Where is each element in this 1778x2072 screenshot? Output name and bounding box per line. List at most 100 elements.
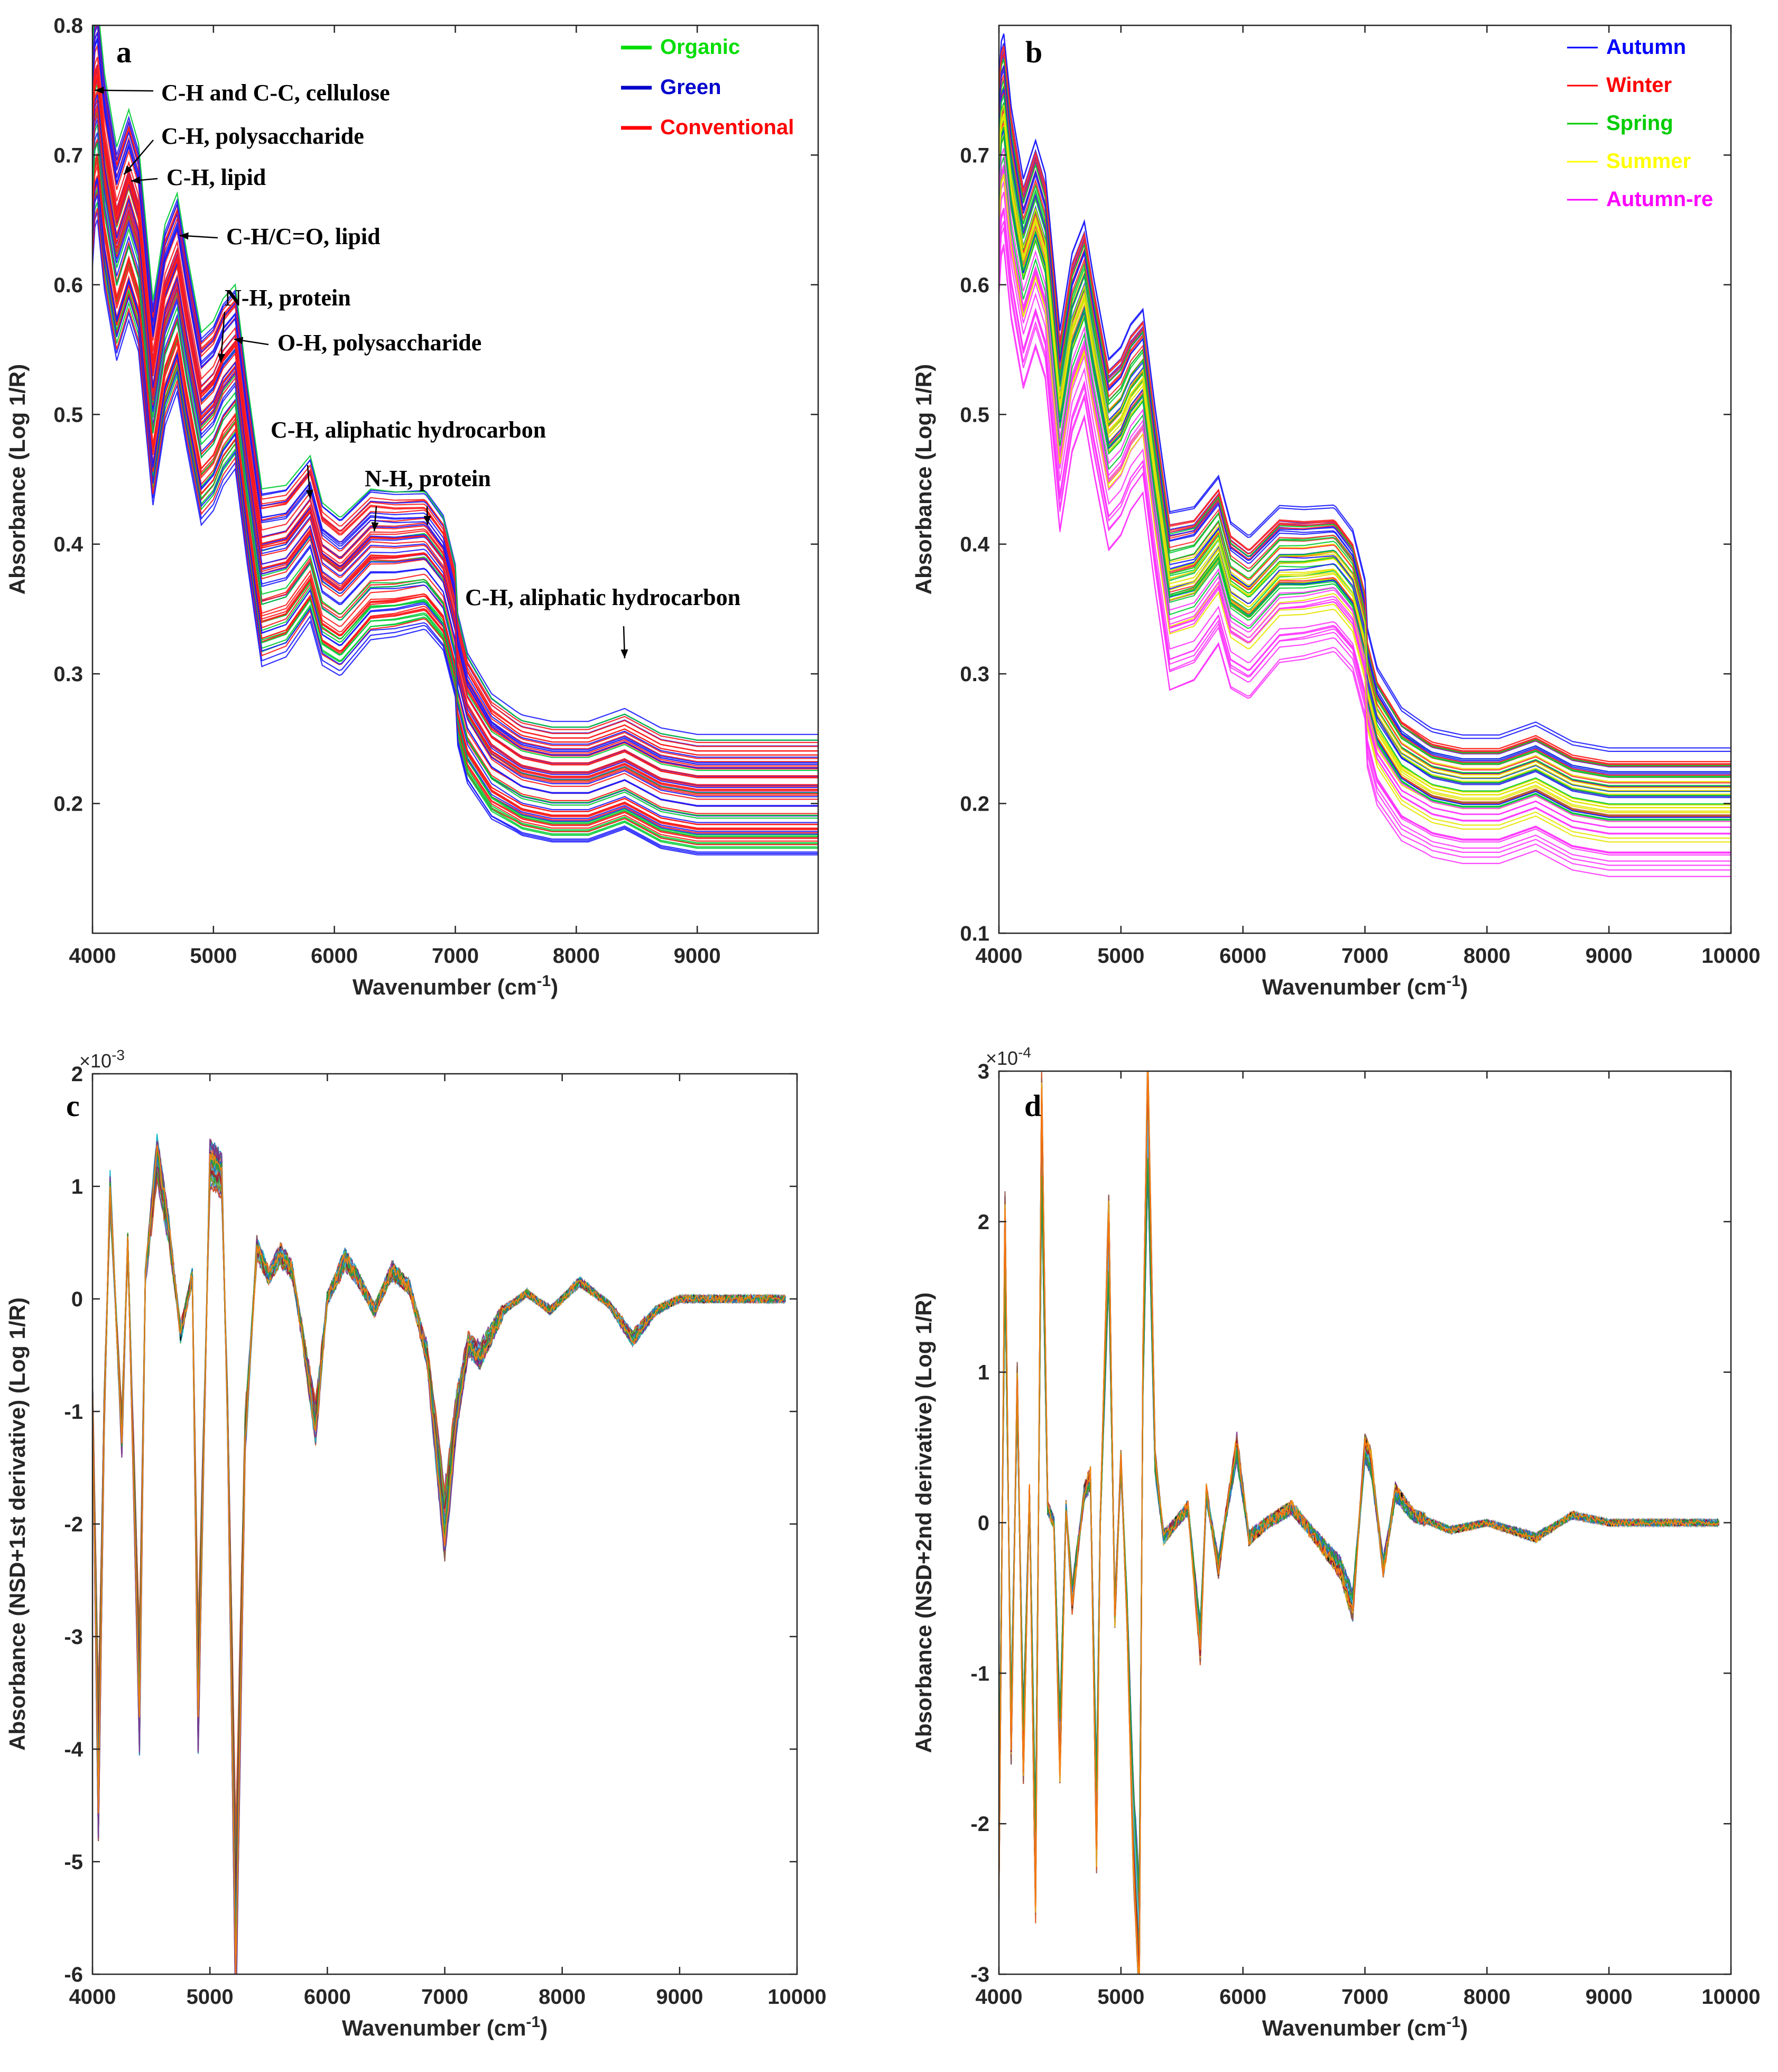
annotation-arrowhead bbox=[179, 232, 189, 240]
annotation-arrowhead bbox=[621, 649, 628, 658]
spectrum-line bbox=[92, 1145, 786, 1974]
legend-entry: Summer bbox=[1606, 150, 1691, 173]
annotations: C-H and C-C, cellulose C-H, polysaccharid… bbox=[95, 80, 740, 658]
x-tick-label: 10000 bbox=[767, 1985, 826, 2009]
annotation-arrowhead bbox=[423, 516, 431, 525]
annotation-label: C-H, aliphatic hydrocarbon bbox=[465, 584, 740, 610]
spectrum-line bbox=[999, 211, 1731, 862]
x-tick-label: 7000 bbox=[432, 944, 479, 968]
legend-entry: Autumn bbox=[1606, 35, 1686, 59]
spectrum-line bbox=[999, 168, 1731, 835]
annotation-label: C-H, polysaccharide bbox=[161, 123, 364, 149]
legend-entry: Green bbox=[660, 76, 721, 99]
y-tick-label: -1 bbox=[970, 1662, 989, 1685]
y-tick-label: -4 bbox=[64, 1738, 83, 1761]
y-tick-label: 0.4 bbox=[960, 533, 989, 556]
annotation-label: N-H, protein bbox=[365, 466, 491, 491]
x-tick-label: 4000 bbox=[69, 944, 116, 968]
y-tick-label: 3 bbox=[978, 1060, 989, 1083]
y-tick-label: -5 bbox=[64, 1851, 83, 1874]
spectrum-line bbox=[92, 208, 818, 845]
annotation-arrowhead bbox=[371, 522, 379, 532]
series-group bbox=[92, 1133, 786, 1974]
spectrum-line bbox=[92, 25, 818, 735]
y-axis-label: Absorbance (Log 1/R) bbox=[911, 364, 936, 594]
spectrum-line bbox=[92, 38, 818, 769]
x-tick-label: 5000 bbox=[187, 1985, 234, 2009]
panel-d: 4000 5000 6000 7000 8000 9000 10000 -3 -2 -1 0 1 2 3×… bbox=[911, 1044, 1761, 2040]
x-tick-label: 6000 bbox=[304, 1985, 351, 2009]
y-tick-label: 0.6 bbox=[53, 274, 83, 297]
series-group bbox=[92, 25, 818, 856]
x-tick-label: 9000 bbox=[1586, 944, 1633, 968]
x-tick-label: 9000 bbox=[674, 944, 721, 968]
y-tick-label: 2 bbox=[71, 1063, 83, 1086]
y-tick-label: 0.3 bbox=[960, 663, 989, 686]
annotation-label: O-H, polysaccharide bbox=[277, 330, 481, 356]
y-tick-label: 0.5 bbox=[960, 403, 989, 426]
x-tick-label: 5000 bbox=[1097, 944, 1144, 968]
series-group bbox=[999, 33, 1731, 877]
panel-b: 4000 5000 6000 7000 8000 9000 10000 0.1 0.2 0.3 0.… bbox=[911, 24, 1761, 999]
y-axis-label: Absorbance (NSD+2nd derivative) (Log 1/R… bbox=[911, 1293, 936, 1753]
spectrum-line bbox=[999, 1071, 1719, 1974]
y-tick-label: 0 bbox=[978, 1512, 989, 1535]
spectrum-line bbox=[92, 188, 818, 843]
x-tick-label: 8000 bbox=[1464, 944, 1511, 968]
panel-letter: d bbox=[1024, 1089, 1041, 1123]
x-tick-label: 9000 bbox=[656, 1985, 703, 2009]
annotation-arrowhead bbox=[131, 176, 141, 184]
x-tick-label: 8000 bbox=[553, 944, 600, 968]
y-tick-label: -2 bbox=[970, 1813, 989, 1836]
x-tick-label: 9000 bbox=[1586, 1985, 1633, 2009]
legend-entry: Conventional bbox=[660, 116, 794, 139]
spectrum-line bbox=[92, 32, 818, 765]
x-tick-label: 6000 bbox=[1219, 944, 1266, 968]
legend-entry: Spring bbox=[1606, 112, 1673, 135]
spectrum-line bbox=[999, 220, 1731, 866]
legend-entry: Organic bbox=[660, 35, 740, 59]
y-tick-label: 1 bbox=[978, 1361, 989, 1385]
legend: Autumn Winter Spring Summer Autumn-re bbox=[1567, 35, 1713, 211]
x-tick-label: 4000 bbox=[976, 944, 1023, 968]
y-tick-label: -6 bbox=[64, 1963, 83, 1986]
y-tick-label: 0.2 bbox=[53, 793, 83, 816]
x-tick-label: 10000 bbox=[1701, 944, 1760, 968]
x-tick-label: 7000 bbox=[421, 1985, 468, 2009]
y-tick-label: 0.5 bbox=[53, 403, 83, 426]
annotation-arrowhead bbox=[217, 354, 225, 363]
y-axis-label: Absorbance (NSD+1st derivative) (Log 1/R… bbox=[5, 1297, 30, 1751]
y-tick-label: -3 bbox=[970, 1963, 989, 1986]
legend-entry: Winter bbox=[1606, 73, 1672, 97]
x-tick-label: 6000 bbox=[311, 944, 358, 968]
x-tick-label: 5000 bbox=[190, 944, 237, 968]
spectrum-line bbox=[999, 33, 1731, 749]
panel-letter: c bbox=[66, 1089, 80, 1123]
spectrum-line bbox=[999, 227, 1731, 853]
spectrum-line bbox=[999, 45, 1731, 765]
x-tick-label: 8000 bbox=[1464, 1985, 1511, 2009]
x-tick-label: 4000 bbox=[69, 1985, 116, 2009]
spectrum-line bbox=[92, 219, 818, 856]
x-axis-label: Wavenumber (cm-1) bbox=[1262, 972, 1468, 999]
x-axis-label: Wavenumber (cm-1) bbox=[353, 972, 558, 999]
annotation-label: C-H, lipid bbox=[166, 164, 266, 190]
y-tick-label: 0.3 bbox=[53, 663, 83, 686]
spectrum-line bbox=[999, 95, 1731, 778]
annotation-arrowhead bbox=[95, 86, 104, 94]
panel-c: 4000 5000 6000 7000 8000 9000 10000 -6 -5 -4 -3 -2 -… bbox=[5, 1047, 827, 2040]
spectrum-line bbox=[999, 191, 1731, 854]
spectrum-line bbox=[999, 148, 1731, 822]
x-tick-label: 10000 bbox=[1701, 1985, 1760, 2009]
spectrum-line bbox=[999, 117, 1731, 812]
spectrum-line bbox=[92, 211, 818, 853]
y-multiplier: ×10-3 bbox=[79, 1047, 125, 1072]
x-tick-label: 7000 bbox=[1341, 944, 1388, 968]
annotation-arrowhead bbox=[124, 165, 133, 175]
y-tick-label: 0.2 bbox=[960, 793, 989, 816]
y-tick-label: 1 bbox=[71, 1175, 83, 1198]
legend-entry: Autumn-re bbox=[1606, 188, 1713, 211]
spectrum-line bbox=[999, 207, 1731, 856]
annotation-arrow bbox=[95, 89, 154, 92]
y-tick-label: 0.4 bbox=[53, 533, 83, 556]
